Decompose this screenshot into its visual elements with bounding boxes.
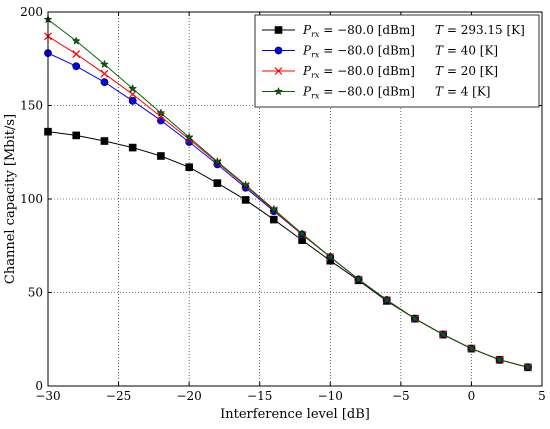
data-point <box>156 108 166 117</box>
data-point <box>71 36 81 45</box>
data-point <box>410 314 420 323</box>
y-tick-label: 100 <box>20 192 43 206</box>
y-axis-label: Channel capacity [Mbit/s] <box>3 114 18 284</box>
series-3 <box>43 14 533 371</box>
data-point <box>523 362 533 371</box>
legend: Prx = −80.0 [dBm] T = 293.15 [K]Prx = −80… <box>254 14 540 108</box>
legend-label-temp: T = 293.15 [K] <box>435 23 525 37</box>
legend-label-prx: Prx = −80.0 [dBm] <box>302 64 415 80</box>
data-point <box>100 59 109 69</box>
data-point <box>72 62 81 71</box>
x-tick-label: 0 <box>468 389 476 403</box>
data-point <box>241 180 250 189</box>
legend-label-temp: T = 4 [K] <box>435 85 490 99</box>
legend-swatch-marker <box>274 86 283 96</box>
x-tick-label: −25 <box>106 389 131 403</box>
legend-label-prx: Prx = −80.0 [dBm] <box>302 23 415 39</box>
data-point <box>72 50 81 58</box>
data-point <box>495 355 504 364</box>
legend-label-temp: T = 40 [K] <box>435 44 498 58</box>
legend-swatch-marker <box>274 46 283 55</box>
x-tick-label: −20 <box>176 389 201 403</box>
data-point <box>72 131 81 140</box>
y-tick-label: 200 <box>20 5 43 19</box>
legend-swatch-marker <box>274 26 283 34</box>
data-point <box>157 116 165 125</box>
legend-entry: Prx = −80.0 [dBm] T = 293.15 [K] <box>262 23 525 39</box>
series-line <box>47 131 529 368</box>
legend-entry: Prx = −80.0 [dBm] T = 4 [K] <box>262 85 490 101</box>
data-point <box>382 295 392 304</box>
series-0 <box>44 127 532 372</box>
legend-swatch-marker <box>274 67 283 75</box>
data-point <box>297 229 307 238</box>
legend-label-prx: Prx = −80.0 [dBm] <box>302 85 415 101</box>
data-point <box>128 96 137 105</box>
data-point <box>100 69 109 78</box>
data-point <box>354 274 363 284</box>
data-point <box>184 132 194 141</box>
data-point <box>438 330 448 339</box>
series-line <box>47 19 529 368</box>
data-point <box>128 143 137 152</box>
legend-label-temp: T = 20 [K] <box>435 64 498 78</box>
data-point <box>185 163 193 172</box>
data-point <box>100 78 109 87</box>
legend-label-prx: Prx = −80.0 [dBm] <box>302 44 415 60</box>
data-point <box>241 196 250 204</box>
y-tick-label: 50 <box>28 286 43 300</box>
y-tick-label: 150 <box>20 99 43 113</box>
data-point <box>128 84 138 93</box>
data-point <box>100 137 109 145</box>
series-layer <box>43 14 533 372</box>
x-tick-label: −15 <box>247 389 272 403</box>
data-point <box>157 152 165 160</box>
data-point <box>213 179 222 187</box>
x-tick-label: −30 <box>35 389 60 403</box>
x-tick-label: −5 <box>392 389 410 403</box>
data-point <box>270 215 278 224</box>
legend-entry: Prx = −80.0 [dBm] T = 20 [K] <box>262 64 498 80</box>
legend-entry: Prx = −80.0 [dBm] T = 40 [K] <box>262 44 498 60</box>
legend-box <box>254 14 540 108</box>
x-tick-label: 5 <box>538 389 546 403</box>
data-point <box>213 157 222 166</box>
x-tick-label: −10 <box>318 389 343 403</box>
y-tick-label: 0 <box>35 379 43 393</box>
data-point <box>467 344 476 353</box>
x-axis-label: Interference level [dB] <box>220 407 370 422</box>
data-point <box>269 204 279 213</box>
data-point <box>325 252 335 261</box>
